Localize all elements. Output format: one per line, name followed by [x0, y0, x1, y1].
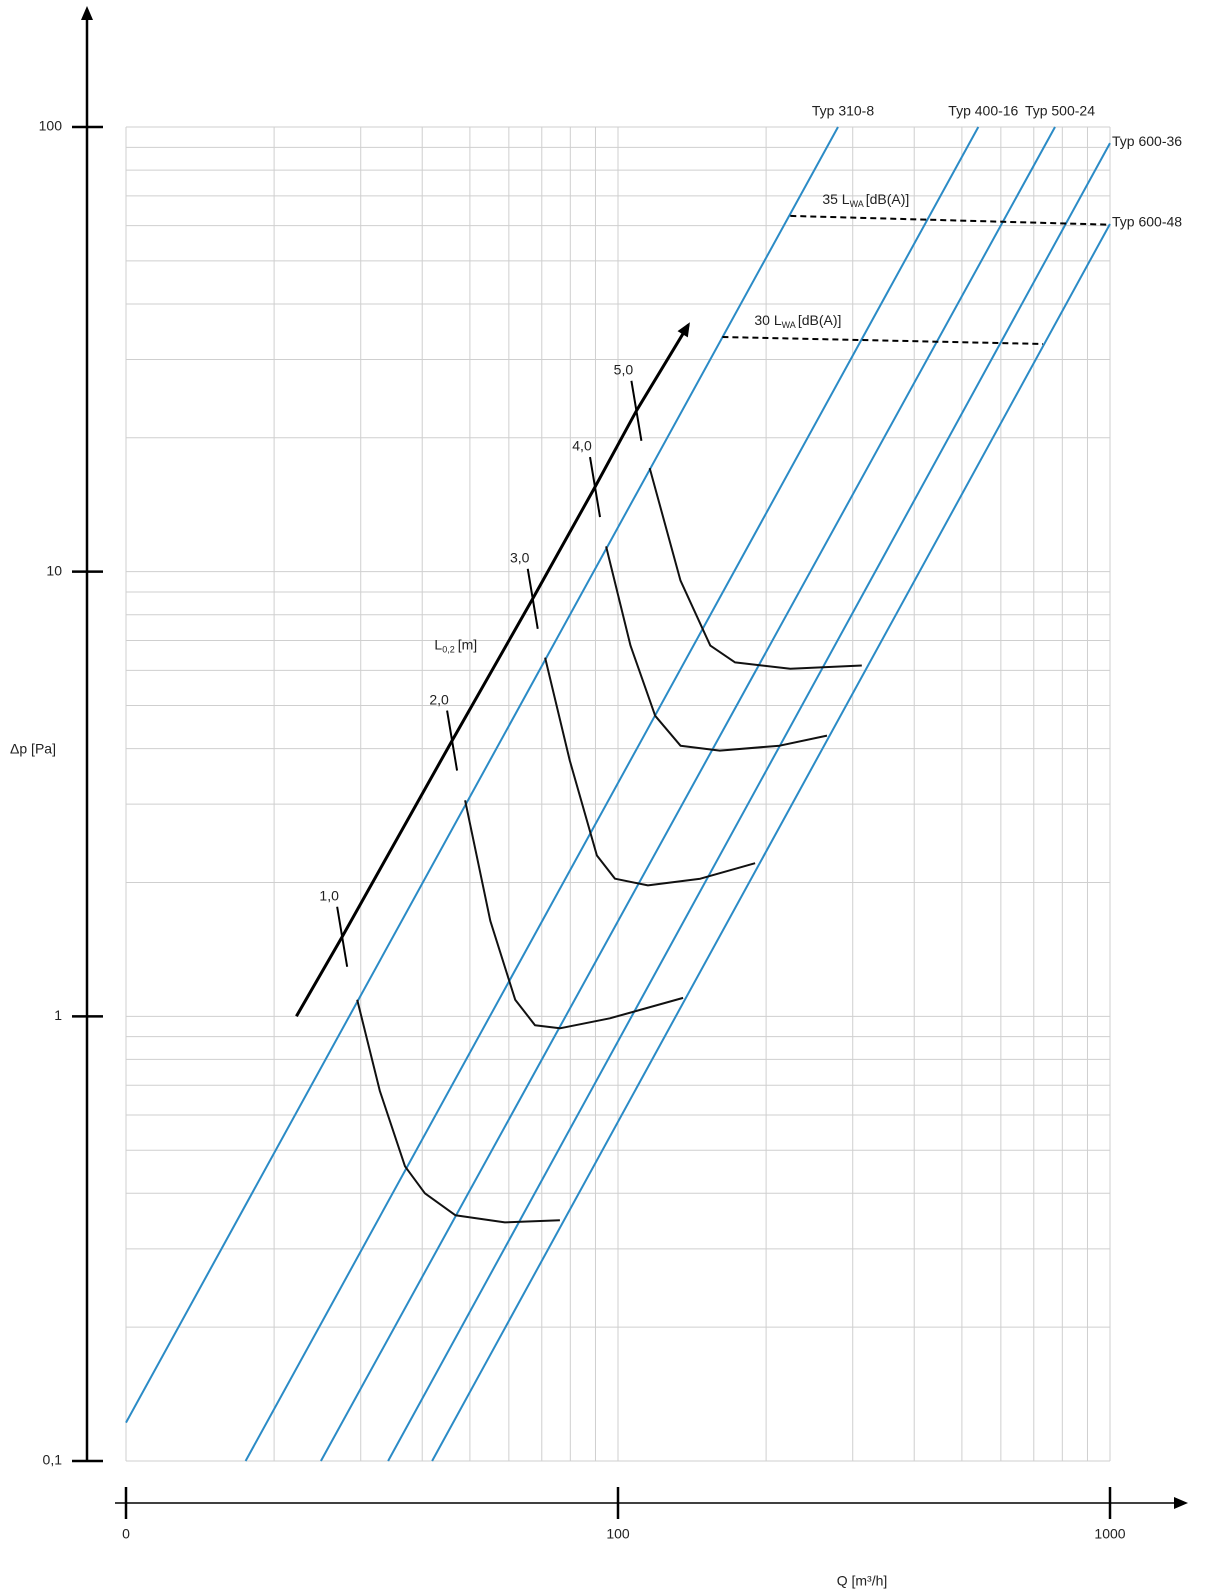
noise-label-subscript: WA [850, 199, 864, 209]
x-tick-label: 1000 [1094, 1526, 1125, 1542]
throw-axis-tick [446, 710, 459, 771]
noise-label-prefix: 30 L [754, 312, 781, 328]
noise-label-unit: [dB(A)] [798, 312, 842, 328]
series-label: Typ 400-16 [948, 103, 1018, 119]
throw-axis-tick-label: 4,0 [572, 438, 592, 454]
series-label: Typ 600-36 [1112, 133, 1182, 149]
noise-line [722, 336, 1044, 345]
throw-curve [648, 467, 862, 670]
throw-curve [544, 657, 756, 887]
y-tick-label: 10 [46, 562, 62, 578]
throw-curve [356, 999, 560, 1224]
series-label: Typ 500-24 [1025, 103, 1095, 119]
noise-label: 35 LWA [dB(A)] [822, 191, 909, 210]
series-line [320, 126, 1056, 1462]
x-tick-label: 100 [606, 1526, 630, 1542]
y-axis-label: Δp [Pa] [10, 741, 56, 757]
throw-axis-tick-label: 1,0 [319, 887, 339, 903]
noise-label-subscript: WA [782, 320, 796, 330]
noise-label: 30 LWA [dB(A)] [754, 312, 841, 331]
throw-axis-tick [526, 568, 539, 629]
throw-curve [464, 800, 684, 1030]
series-line [244, 126, 980, 1462]
x-axis-label: Q [m³/h] [837, 1573, 888, 1589]
throw-axis-tick [336, 906, 349, 967]
y-tick-label: 1 [54, 1007, 62, 1023]
noise-line [790, 214, 1111, 226]
throw-axis-arrow [677, 322, 690, 338]
throw-axis-tick-label: 3,0 [510, 549, 530, 565]
x-tick-label: 0 [122, 1526, 130, 1542]
y-tick-label: 100 [39, 118, 63, 134]
throw-axis-unit: [m] [458, 636, 477, 652]
throw-axis-tick-label: 2,0 [429, 691, 449, 707]
throw-axis-symbol: L [434, 636, 442, 652]
y-tick-label: 0,1 [43, 1452, 63, 1468]
series-line [387, 142, 1111, 1462]
throw-axis-subscript: 0,2 [442, 645, 455, 655]
throw-axis-label: L0,2 [m] [434, 636, 477, 655]
series-label: Typ 310-8 [812, 103, 874, 119]
y-axis-arrow [81, 6, 93, 20]
series-label: Typ 600-48 [1112, 214, 1182, 230]
series-line [125, 126, 839, 1424]
noise-label-prefix: 35 L [822, 191, 849, 207]
throw-curve [605, 546, 828, 752]
throw-axis-tick [630, 380, 643, 441]
x-axis-arrow [1174, 1497, 1188, 1509]
throw-axis-tick-label: 5,0 [614, 362, 634, 378]
noise-label-unit: [dB(A)] [866, 191, 910, 207]
series-line [431, 223, 1111, 1462]
throw-axis-tick [589, 456, 601, 518]
